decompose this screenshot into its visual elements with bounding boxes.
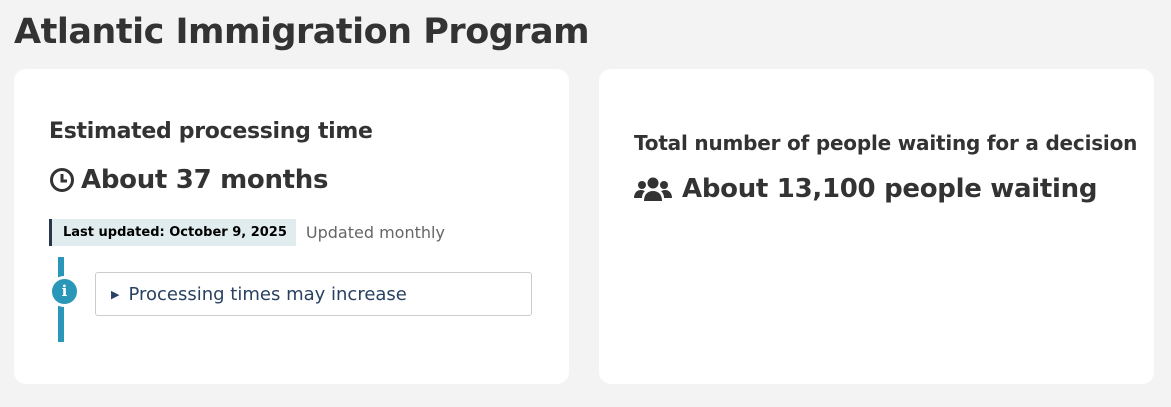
processing-time-card: Estimated processing time About 37 month… bbox=[14, 69, 569, 384]
users-icon bbox=[634, 177, 672, 201]
clock-icon bbox=[50, 168, 74, 192]
last-updated-badge: Last updated: October 9, 2025 bbox=[49, 219, 296, 246]
update-frequency: Updated monthly bbox=[305, 223, 445, 242]
disclosure-triangle-icon: ▶ bbox=[111, 287, 120, 301]
processing-notice-details[interactable]: ▶ Processing times may increase bbox=[95, 272, 532, 316]
processing-time-value: About 37 months bbox=[81, 165, 329, 195]
processing-notice-summary[interactable]: Processing times may increase bbox=[128, 283, 407, 305]
page-title: Atlantic Immigration Program bbox=[14, 12, 590, 52]
waiting-value: About 13,100 people waiting bbox=[682, 174, 1098, 204]
processing-time-value-row: About 37 months bbox=[49, 165, 329, 195]
waiting-value-row: About 13,100 people waiting bbox=[634, 174, 1097, 204]
waiting-heading: Total number of people waiting for a dec… bbox=[634, 131, 1138, 155]
waiting-card: Total number of people waiting for a dec… bbox=[599, 69, 1154, 384]
info-icon: i bbox=[49, 276, 80, 307]
update-info: Last updated: October 9, 2025 Updated mo… bbox=[49, 219, 445, 246]
processing-time-heading: Estimated processing time bbox=[49, 119, 373, 144]
